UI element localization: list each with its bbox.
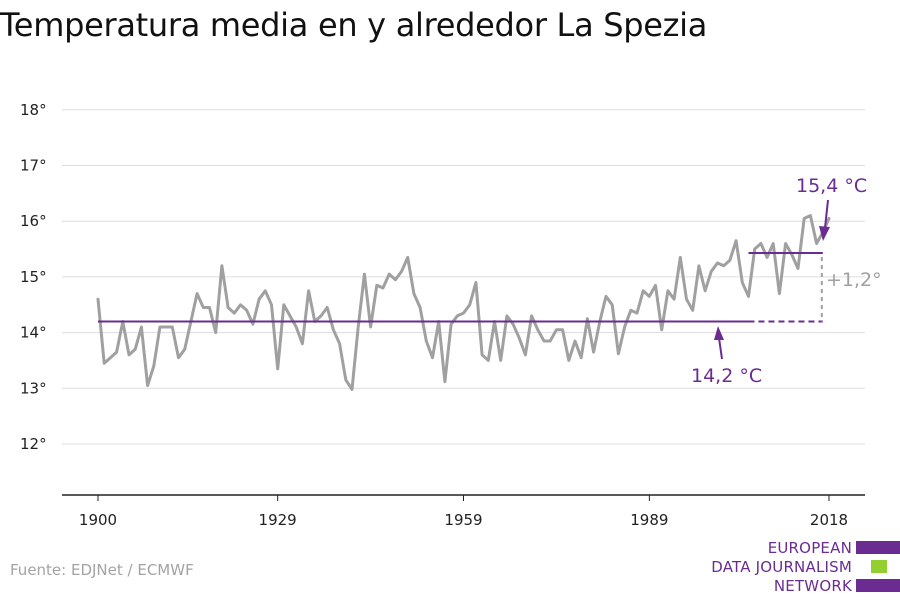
recent-label: 15,4 °C xyxy=(796,175,867,197)
reference-lines xyxy=(98,251,823,323)
series xyxy=(96,214,831,391)
y-tick-label-18: 18° xyxy=(20,101,47,119)
annotations: 14,2 °C 15,4 °C +1,2° xyxy=(691,175,882,387)
baseline-label: 14,2 °C xyxy=(691,365,762,387)
recent-arrow-head xyxy=(819,226,830,241)
x-tick-label-1959: 1959 xyxy=(444,511,482,529)
logo-line-data-journalism: DATA JOURNALISM xyxy=(711,558,852,576)
x-tick-label-1989: 1989 xyxy=(630,511,668,529)
logo-bar-purple-top xyxy=(856,541,900,554)
difference-label: +1,2° xyxy=(826,269,882,291)
y-axis-ticks: 12° 13° 14° 15° 16° 17° 18° xyxy=(20,101,47,453)
x-axis: 1900 1929 1959 1989 2018 xyxy=(62,494,865,529)
x-tick-label-2018: 2018 xyxy=(810,511,848,529)
y-tick-label-16: 16° xyxy=(20,212,47,230)
x-tick-label-1929: 1929 xyxy=(259,511,297,529)
gridlines xyxy=(62,109,865,445)
logo-line-european: EUROPEAN xyxy=(767,539,852,557)
logo-bar-purple-bottom xyxy=(856,579,900,592)
source-note: Fuente: EDJNet / ECMWF xyxy=(10,561,194,579)
y-tick-label-17: 17° xyxy=(20,157,47,175)
logo-line-network: NETWORK xyxy=(773,577,852,595)
chart-title: Temperatura media en y alrededor La Spez… xyxy=(0,6,708,44)
y-tick-label-15: 15° xyxy=(20,268,47,286)
y-tick-label-13: 13° xyxy=(20,379,47,397)
logo-bar-green xyxy=(871,560,887,573)
temperature-series-line xyxy=(96,214,831,391)
x-tick-label-1900: 1900 xyxy=(79,511,117,529)
edjnet-logo: EUROPEAN DATA JOURNALISM NETWORK xyxy=(700,538,900,596)
y-tick-label-12: 12° xyxy=(20,435,47,453)
y-tick-label-14: 14° xyxy=(20,324,47,342)
baseline-arrow-shaft xyxy=(718,337,723,360)
baseline-arrow-head xyxy=(714,326,724,340)
recent-arrow-shaft xyxy=(824,199,829,229)
